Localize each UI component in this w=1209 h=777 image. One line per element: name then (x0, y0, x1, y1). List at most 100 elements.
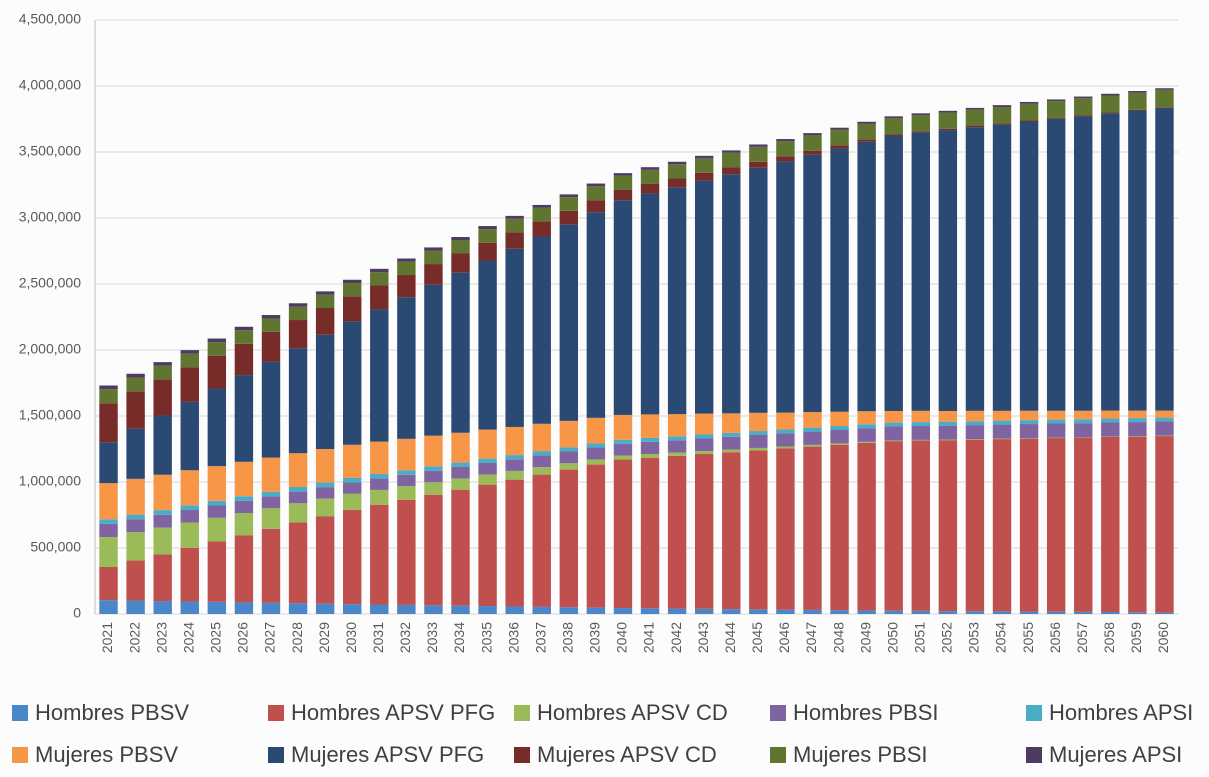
legend-label: Hombres APSV CD (537, 700, 728, 725)
bar-segment (532, 455, 551, 468)
bar-segment (180, 601, 199, 614)
bar-segment (451, 489, 470, 606)
bar-segment (857, 411, 876, 425)
bar-segment (1046, 99, 1066, 102)
bar-segment (397, 470, 416, 475)
bar-segment (343, 477, 362, 483)
x-tick-label: 2038 (560, 622, 576, 653)
bar-segment (992, 420, 1012, 425)
x-tick-label: 2053 (966, 622, 982, 653)
bar-segment (99, 523, 118, 538)
bar-segment (857, 123, 876, 140)
y-tick-label: 3,500,000 (19, 143, 81, 159)
bar-segment (803, 609, 822, 614)
bar-segment (1155, 417, 1174, 422)
bar-segment (315, 294, 335, 309)
bar-segment (315, 603, 335, 614)
bar-segment (207, 355, 227, 389)
bar-segment (586, 183, 606, 187)
bar-segment (370, 478, 389, 490)
bar-segment (965, 410, 985, 422)
bar-segment (1155, 107, 1174, 411)
bar-segment (315, 449, 335, 483)
bar-segment (153, 474, 172, 511)
bar-segment (965, 439, 985, 612)
x-tick-label: 2029 (316, 622, 332, 653)
bar-segment (1128, 91, 1147, 93)
bar-segment (1101, 410, 1120, 419)
bar-segment (1128, 109, 1147, 111)
bar-segment (397, 604, 416, 614)
x-tick-label: 2047 (803, 622, 819, 653)
legend-label: Mujeres APSI (1049, 742, 1182, 767)
y-tick-label: 2,500,000 (19, 275, 81, 291)
bar-segment (153, 510, 172, 515)
bar-segment (776, 433, 795, 447)
legend-label: Mujeres PBSI (793, 742, 928, 767)
x-tick-label: 2049 (857, 622, 873, 653)
bar-segment (234, 496, 254, 501)
bar-segment (261, 602, 281, 614)
bar-segment (1101, 112, 1120, 114)
bar-segment (1155, 436, 1174, 613)
bar-segment (451, 466, 470, 479)
bar-segment (1074, 96, 1093, 99)
bar-segment (505, 248, 524, 427)
bar-segment (126, 560, 145, 601)
bar-segment (857, 121, 876, 124)
bar-segment (315, 516, 335, 604)
bar-segment (911, 610, 930, 614)
bar-segment (803, 150, 822, 155)
bar-segment (803, 427, 822, 432)
bar-segment (749, 167, 768, 413)
bar-segment (857, 141, 876, 412)
y-tick-label: 500,000 (30, 539, 81, 555)
bar-segment (938, 440, 958, 612)
bar-segment (478, 429, 497, 459)
bar-segment (343, 279, 362, 284)
legend-label: Hombres APSI (1049, 700, 1193, 725)
bar-segment (126, 514, 145, 520)
bar-segment (234, 343, 254, 376)
bar-segment (370, 272, 389, 286)
bar-segment (1155, 107, 1174, 108)
bar-segment (803, 444, 822, 447)
bar-segment (532, 207, 551, 222)
x-tick-label: 2025 (208, 622, 224, 653)
bar-segment (288, 348, 308, 454)
y-tick-label: 2,000,000 (19, 341, 81, 357)
bar-segment (1046, 117, 1066, 119)
bar-segment (397, 297, 416, 439)
bar-segment (288, 491, 308, 504)
bar-segment (288, 320, 308, 349)
x-tick-label: 2030 (343, 622, 359, 653)
bar-segment (207, 466, 227, 501)
bar-segment (261, 496, 281, 509)
x-tick-label: 2042 (668, 622, 684, 653)
bar-segment (370, 604, 389, 614)
bar-segment (261, 331, 281, 362)
bar-segment (667, 455, 687, 609)
bar-segment (532, 204, 551, 208)
bar-segment (911, 113, 930, 116)
bar-segment (776, 412, 795, 430)
x-tick-label: 2023 (153, 622, 169, 653)
bar-segment (478, 260, 497, 430)
bar-segment (613, 439, 633, 444)
bar-segment (343, 482, 362, 494)
bar-segment (559, 451, 579, 464)
bar-segment (965, 439, 985, 440)
x-tick-label: 2056 (1047, 622, 1063, 653)
bar-segment (911, 132, 930, 411)
y-tick-label: 3,000,000 (19, 209, 81, 225)
bar-segment (613, 173, 633, 176)
bar-segment (667, 608, 687, 614)
x-tick-label: 2033 (424, 622, 440, 653)
bar-segment (749, 609, 768, 614)
bar-segment (992, 611, 1012, 614)
bar-segment (478, 229, 497, 243)
bar-segment (776, 429, 795, 434)
bar-segment (261, 528, 281, 603)
bar-segment (1128, 422, 1147, 437)
